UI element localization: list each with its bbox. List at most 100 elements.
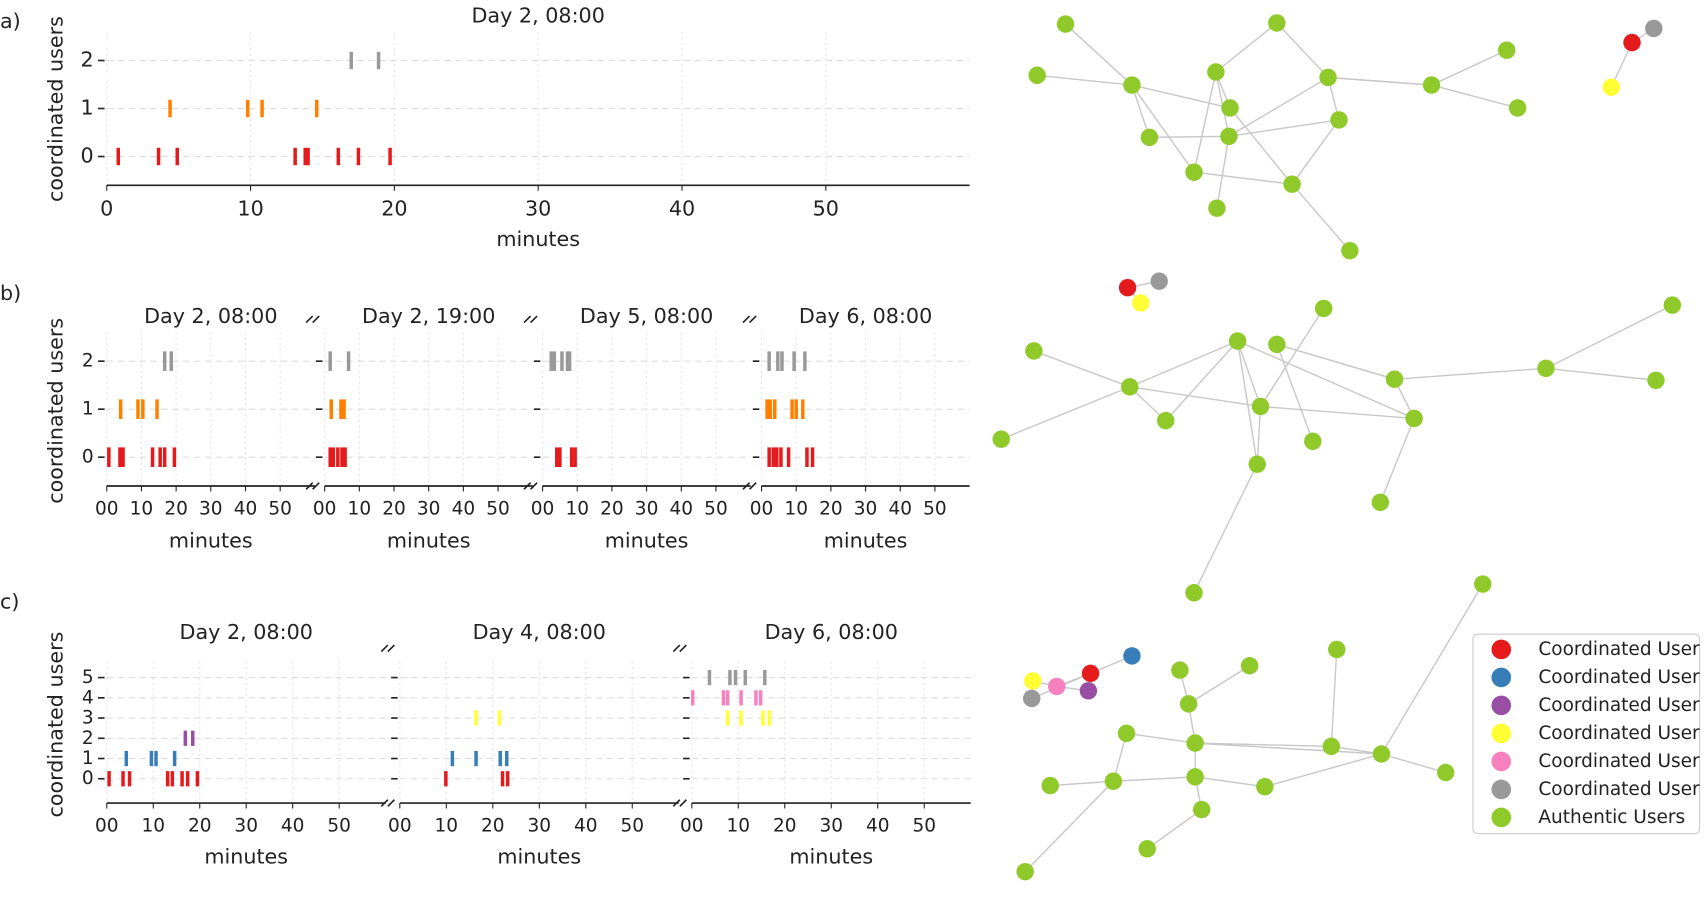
network-node: [1508, 99, 1527, 117]
network-node: [1371, 493, 1390, 512]
network-edge: [1165, 340, 1239, 422]
x-tick-label: 40: [234, 498, 258, 519]
x-tick-label: 00: [531, 498, 555, 519]
network-node: [1024, 672, 1042, 690]
y-tick-label: 3: [82, 708, 94, 729]
network-edge: [1149, 135, 1229, 139]
network-node: [1117, 724, 1136, 743]
network-node: [1602, 78, 1621, 96]
network-edge: [1195, 742, 1332, 748]
x-tick-label: 0: [100, 196, 113, 220]
network-node: [1240, 657, 1259, 675]
network-edge: [1229, 107, 1293, 185]
network-edge: [1291, 119, 1340, 185]
network-edge: [1291, 183, 1351, 252]
network-node: [1537, 359, 1555, 378]
network-edge: [1131, 84, 1231, 109]
network-edge: [1327, 76, 1432, 86]
x-tick-label: 40: [669, 196, 695, 220]
network-edge: [1381, 753, 1446, 774]
x-tick-label: 00: [388, 815, 412, 836]
legend-label: Coordinated User: [1538, 751, 1700, 772]
legend-marker: [1491, 751, 1512, 772]
x-tick-label: 30: [525, 196, 551, 220]
network-node: [1118, 279, 1137, 297]
axis-break: [312, 315, 320, 324]
x-tick-label: 10: [727, 815, 751, 836]
x-tick-label: 00: [95, 815, 119, 836]
network-edge: [1228, 76, 1329, 137]
network-node: [1256, 777, 1274, 796]
network-node: [1341, 241, 1359, 260]
x-axis-label: minutes: [824, 529, 908, 553]
x-tick-label: 30: [635, 498, 659, 519]
network-node: [1023, 689, 1041, 708]
x-tick-label: 10: [237, 196, 263, 220]
network-edge: [1037, 74, 1133, 86]
axis-break: [672, 799, 681, 807]
network-node: [1185, 163, 1203, 181]
x-tick-label: 20: [600, 498, 624, 519]
network-edge: [1276, 343, 1395, 380]
network-node: [1268, 14, 1286, 32]
network-node: [1498, 41, 1516, 59]
network-edge: [1264, 753, 1382, 788]
subplot-title: Day 2, 08:00: [144, 304, 277, 328]
x-tick-label: 20: [164, 498, 188, 519]
network-edge: [1237, 340, 1415, 420]
x-tick-label: 30: [234, 815, 258, 836]
network-edge: [1394, 367, 1546, 380]
x-tick-label: 10: [141, 815, 165, 836]
panel-label: a): [0, 9, 21, 33]
axis-break: [312, 482, 320, 490]
y-tick-label: 1: [81, 96, 94, 120]
axis-break: [387, 644, 395, 653]
network-edge: [1276, 344, 1314, 442]
panel-label: c): [0, 590, 19, 614]
panel-label: b): [0, 281, 21, 305]
network-node: [1123, 647, 1141, 665]
network-node: [1185, 584, 1203, 602]
subplot-title: Day 2, 19:00: [362, 304, 495, 328]
x-tick-label: 20: [481, 815, 505, 836]
axis-break: [523, 315, 532, 324]
x-tick-label: 50: [704, 498, 728, 519]
network-node: [1207, 63, 1225, 81]
network-node: [1623, 33, 1641, 52]
y-axis-label: coordinated users: [44, 318, 68, 504]
axis-break: [523, 482, 532, 490]
x-tick-label: 00: [313, 498, 337, 519]
network-edge: [1131, 84, 1151, 138]
network-node: [1663, 296, 1682, 314]
network-node: [1104, 772, 1123, 790]
network-edge: [1193, 463, 1258, 594]
network-node: [1248, 455, 1266, 473]
legend-label: Coordinated User: [1538, 667, 1700, 688]
legend-marker: [1491, 695, 1512, 716]
legend-marker: [1491, 723, 1512, 744]
x-tick-label: 20: [381, 196, 407, 220]
x-axis-label: minutes: [605, 529, 689, 553]
x-tick-label: 10: [130, 498, 154, 519]
legend-label: Coordinated User: [1538, 639, 1700, 660]
network-node: [1079, 682, 1098, 700]
network-node: [1283, 175, 1301, 193]
network-node: [1228, 332, 1247, 350]
x-tick-label: 40: [888, 498, 912, 519]
network-node: [1056, 15, 1075, 33]
x-axis-label: minutes: [169, 529, 253, 553]
network-node: [1268, 335, 1286, 354]
axis-break: [742, 315, 751, 324]
x-tick-label: 30: [819, 815, 843, 836]
legend-marker: [1491, 639, 1512, 660]
x-tick-label: 00: [680, 815, 704, 836]
subplot-title: Day 2, 08:00: [472, 3, 605, 27]
network-edge: [1330, 649, 1338, 747]
network-node: [1186, 734, 1204, 752]
x-tick-label: 30: [199, 498, 223, 519]
x-tick-label: 20: [819, 498, 843, 519]
y-tick-label: 5: [82, 667, 94, 688]
x-tick-label: 50: [923, 498, 947, 519]
network-edge: [1129, 386, 1261, 408]
subplot-title: Day 6, 08:00: [799, 304, 932, 328]
